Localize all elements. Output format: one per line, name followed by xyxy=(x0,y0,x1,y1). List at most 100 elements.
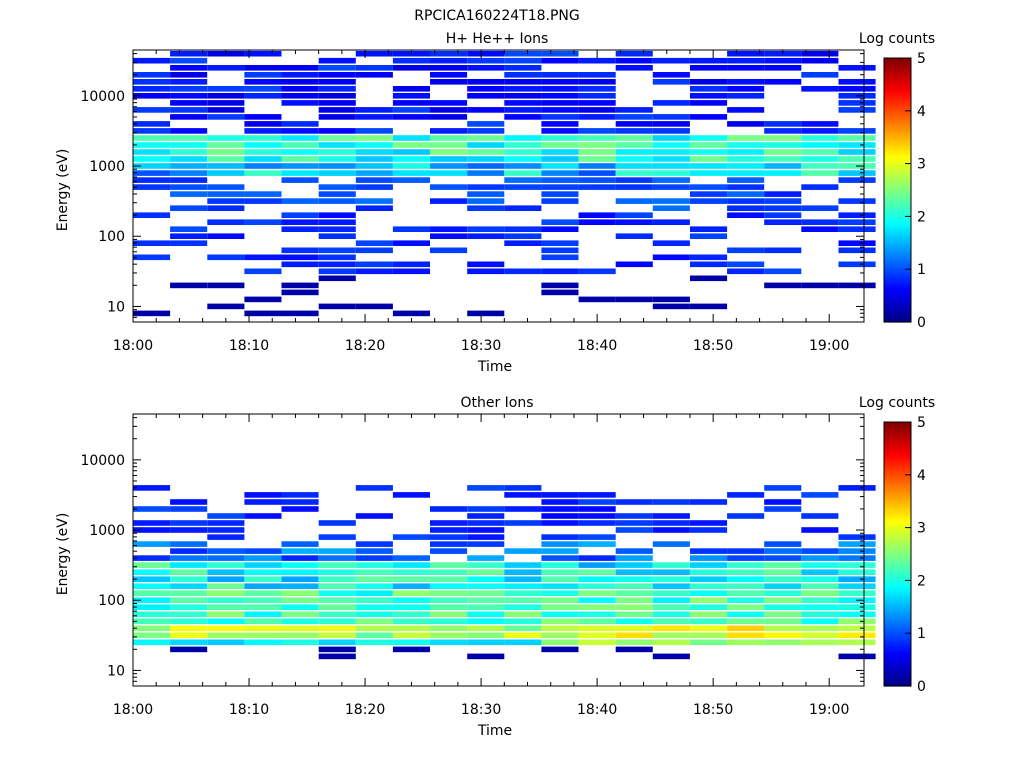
colorbar-swatch xyxy=(884,562,911,566)
colorbar-swatch xyxy=(884,253,911,257)
heatmap-cell xyxy=(578,604,616,610)
heatmap-cell xyxy=(541,541,579,547)
heatmap-cell xyxy=(133,639,171,646)
colorbar-swatch xyxy=(884,117,911,121)
heatmap-cell xyxy=(801,618,839,625)
heatmap-cell xyxy=(838,618,876,625)
x-tick-label: 18:30 xyxy=(461,338,501,354)
heatmap-cell xyxy=(467,205,505,211)
colorbar-swatch xyxy=(884,628,911,632)
heatmap-cell xyxy=(170,282,208,289)
heatmap-cell xyxy=(578,492,616,498)
heatmap-cell xyxy=(615,142,653,148)
heatmap-cell xyxy=(690,303,728,310)
heatmap-cell xyxy=(727,492,765,498)
colorbar-swatch xyxy=(884,444,911,447)
heatmap-cell xyxy=(838,212,876,218)
colorbar-swatch xyxy=(884,549,911,553)
colorbar-swatch xyxy=(884,455,911,458)
colorbar-swatch xyxy=(884,468,911,471)
heatmap-cell xyxy=(801,590,839,596)
heatmap-cell xyxy=(355,611,393,618)
colorbar-swatch xyxy=(884,624,911,628)
colorbar-swatch xyxy=(884,126,911,129)
heatmap-cell xyxy=(615,149,653,155)
heatmap-cell xyxy=(318,569,356,575)
heatmap-cell xyxy=(690,275,728,282)
heatmap-cell xyxy=(764,149,802,155)
colorbar-swatch xyxy=(884,69,911,72)
heatmap-cell xyxy=(801,639,839,646)
heatmap-cell xyxy=(244,583,282,589)
heatmap-cell xyxy=(207,114,245,120)
colorbar-swatch xyxy=(884,108,911,112)
heatmap-cell xyxy=(838,632,876,639)
colorbar-swatch xyxy=(884,683,911,687)
colorbar-swatch xyxy=(884,448,911,452)
heatmap-cell xyxy=(318,184,356,190)
heatmap-cell xyxy=(504,520,542,526)
heatmap-cell xyxy=(541,555,579,561)
heatmap-cell xyxy=(244,50,282,57)
heatmap-cell xyxy=(133,142,171,148)
colorbar-swatch xyxy=(884,521,911,524)
heatmap-cell xyxy=(467,639,505,646)
heatmap-cell xyxy=(430,569,468,575)
colorbar-swatch xyxy=(884,672,911,676)
heatmap-cell xyxy=(727,93,765,99)
heatmap-cell xyxy=(318,555,356,561)
heatmap-cell xyxy=(133,527,171,533)
heatmap-cell xyxy=(504,569,542,575)
heatmap-cell xyxy=(801,72,839,78)
heatmap-cell xyxy=(207,107,245,113)
y-axis: 10 100 1000 10000 xyxy=(80,417,864,687)
heatmap-cell xyxy=(170,128,208,134)
heatmap-cell xyxy=(133,212,171,218)
heatmap-cell xyxy=(244,191,282,197)
heatmap-cell xyxy=(652,590,690,596)
heatmap-cell xyxy=(690,639,728,646)
heatmap-cell xyxy=(578,57,616,64)
heatmap-cell xyxy=(690,527,728,533)
heatmap-cell xyxy=(541,100,579,106)
heatmap-cell xyxy=(504,618,542,625)
heatmap-cell xyxy=(430,548,468,554)
heatmap-cell xyxy=(504,611,542,618)
heatmap-cell xyxy=(652,72,690,78)
colorbar-swatch xyxy=(884,304,911,308)
heatmap-cell xyxy=(392,57,430,64)
colorbar-swatch xyxy=(884,655,911,658)
colorbar-swatch xyxy=(884,609,911,612)
heatmap-cell xyxy=(727,50,765,57)
x-tick-label: 18:40 xyxy=(577,338,617,354)
heatmap-cell xyxy=(727,555,765,561)
colorbar-swatch xyxy=(884,249,911,253)
heatmap-cell xyxy=(355,597,393,603)
heatmap-cell xyxy=(652,198,690,204)
heatmap-cell xyxy=(430,527,468,533)
heatmap-cell xyxy=(392,156,430,162)
heatmap-cell xyxy=(578,569,616,575)
heatmap-cell xyxy=(541,226,579,232)
heatmap-cell xyxy=(430,72,468,78)
heatmap-cell xyxy=(392,583,430,589)
heatmap-cell xyxy=(504,93,542,99)
heatmap-cell xyxy=(281,86,319,92)
heatmap-cell xyxy=(467,618,505,625)
colorbar-swatch xyxy=(884,66,911,70)
heatmap-cell xyxy=(170,562,208,568)
heatmap-cell xyxy=(244,254,282,261)
heatmap-cell xyxy=(355,149,393,155)
heatmap-cell xyxy=(504,57,542,64)
heatmap-cell xyxy=(652,114,690,120)
colorbar-label: Log counts xyxy=(859,395,935,411)
heatmap-cell xyxy=(170,583,208,589)
colorbar-swatch xyxy=(884,433,911,436)
heatmap-cell xyxy=(133,184,171,190)
heatmap-cell xyxy=(578,618,616,625)
heatmap-cell xyxy=(355,590,393,596)
heatmap-cell xyxy=(133,604,171,610)
colorbar-swatch xyxy=(884,565,911,568)
colorbar-swatch xyxy=(884,267,911,270)
colorbar-swatch xyxy=(884,567,911,570)
